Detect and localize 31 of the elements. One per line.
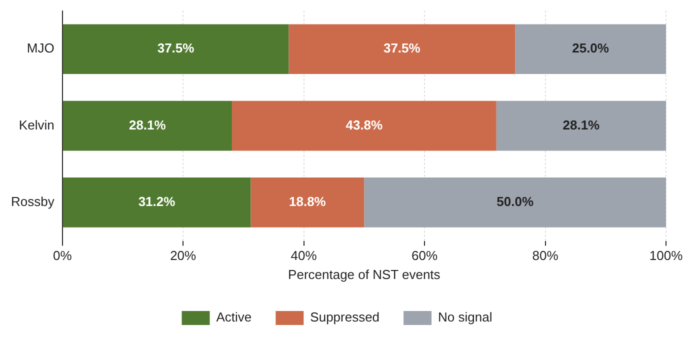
bar — [288, 24, 516, 74]
x-tick-label: 40% — [290, 248, 318, 264]
data-label: 50.0% — [496, 194, 534, 210]
bar — [62, 178, 251, 228]
bar — [515, 24, 666, 74]
data-label: 28.1% — [128, 117, 166, 132]
y-tick-label: Kelvin — [18, 117, 54, 132]
y-tick-label: Rossby — [10, 194, 55, 210]
x-tick-label: 80% — [532, 248, 559, 264]
bar — [364, 178, 666, 228]
data-label: 28.1% — [562, 117, 600, 132]
data-label: 37.5% — [157, 40, 195, 56]
data-label: 37.5% — [383, 40, 421, 56]
x-tick-label: 60% — [412, 248, 438, 264]
legend-label: No signal — [438, 310, 492, 325]
bar — [250, 178, 364, 228]
legend-label: Active — [216, 310, 252, 325]
bar — [496, 100, 666, 151]
data-label: 18.8% — [288, 194, 326, 210]
bar — [62, 100, 232, 151]
bar — [232, 100, 496, 151]
x-tick-label: 100% — [649, 248, 684, 264]
x-tick-label: 0% — [52, 248, 72, 264]
x-axis-title: Percentage of NST events — [288, 266, 441, 282]
y-tick-label: MJO — [26, 40, 54, 56]
legend-label: Suppressed — [310, 310, 380, 325]
data-label: 31.2% — [138, 194, 176, 210]
bar — [62, 24, 289, 74]
data-label: 25.0% — [572, 40, 610, 56]
x-tick-label: 20% — [170, 248, 197, 264]
data-label: 43.8% — [346, 117, 384, 132]
